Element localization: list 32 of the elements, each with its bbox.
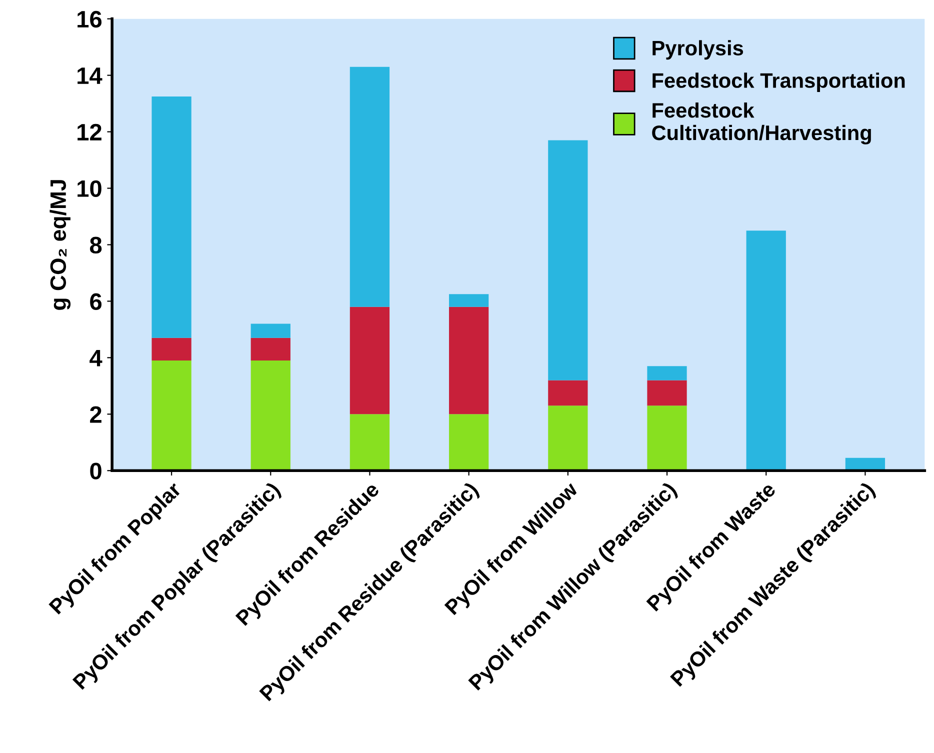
bar (548, 406, 588, 471)
bar (350, 414, 390, 471)
y-tick-label: 14 (78, 68, 102, 84)
y-tick-label: 8 (90, 236, 102, 254)
y-tick-label: 4 (90, 350, 102, 366)
bar (548, 140, 588, 380)
bar (350, 66, 390, 307)
legend-label: Pyrolysis (652, 40, 744, 60)
bar (548, 380, 588, 406)
bar (647, 406, 687, 471)
bar (152, 96, 192, 338)
bar (647, 366, 687, 380)
y-tick-label: 10 (78, 180, 102, 198)
bar (152, 338, 192, 360)
y-tick-label: 2 (90, 406, 102, 423)
bar (449, 414, 489, 471)
legend-label: Feedstock Transportation (652, 72, 905, 92)
bar (350, 306, 390, 414)
legend-label: Feedstock Cultivation/Harvesting (652, 102, 871, 144)
y-tick-label: 12 (78, 124, 102, 140)
y-tick-label: 16 (78, 10, 102, 28)
bar (152, 360, 192, 471)
y-tick-label: 6 (90, 293, 102, 310)
bar (449, 294, 489, 307)
y-axis-title: g CO₂ eq/MJ (50, 180, 71, 310)
bar (449, 306, 489, 414)
bar (250, 324, 290, 338)
bar (746, 230, 786, 471)
bar (647, 380, 687, 406)
y-tick-label: 0 (90, 462, 102, 480)
bar (250, 360, 290, 471)
bar (250, 338, 290, 360)
